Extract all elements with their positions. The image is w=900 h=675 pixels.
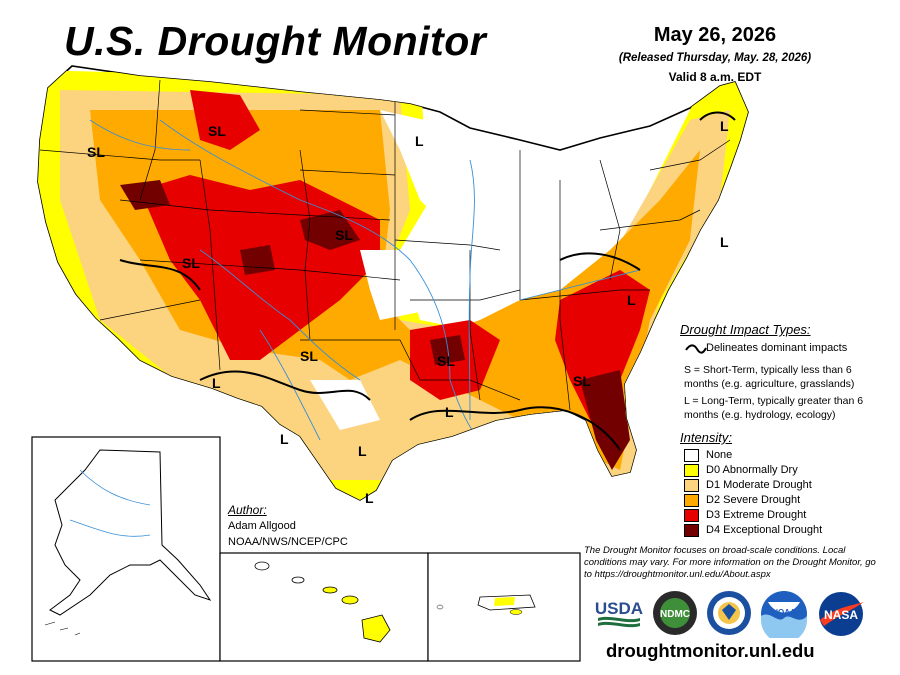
legend-swatch [684,493,699,507]
legend-row-d4: D4 Exceptional Drought [684,523,822,537]
map-label: L [358,443,367,459]
legend-label: D4 Exceptional Drought [706,524,823,536]
valid-time: Valid 8 a.m. EDT [668,70,762,84]
map-label: SL [437,353,455,369]
legend-label: D0 Abnormally Dry [706,464,798,476]
impact-legend-title: Drought Impact Types: [680,322,811,337]
legend-row-d3: D3 Extreme Drought [684,508,806,522]
map-label: L [280,431,289,447]
impact-boundaries [119,111,736,451]
map-label: SL [87,144,105,160]
usda-logo-text: USDA [595,599,643,618]
legend-swatch [684,523,699,537]
usda-logo[interactable]: USDA [594,594,644,630]
map-label: L [212,375,221,391]
rivers [89,119,641,441]
nasa-logo-text: NASA [824,608,858,622]
legend-label: None [706,449,733,461]
map-label: L [720,234,729,250]
map-label: SL [182,255,200,271]
alaska-shape [49,449,212,616]
legend-row-d1: D1 Moderate Drought [684,478,812,492]
map-label: SL [573,373,591,389]
impact-line-glyph [685,344,707,354]
ndmc-logo-text: NDMC [660,609,690,620]
legend-label: D2 Severe Drought [706,494,801,506]
legend-row-d2: D2 Severe Drought [684,493,800,507]
map-date: May 26, 2026 [653,24,777,46]
aleutian-islands [44,621,81,636]
disclaimer-note: The Drought Monitor focuses on broad-sca… [584,545,876,580]
impact-legend-long-term: L = Long-Term, typically greater than 6 … [684,395,864,421]
legend-swatch [684,448,699,462]
map-label: L [445,404,454,420]
map-label: SL [335,227,353,243]
author-name: Adam Allgood [228,520,296,532]
map-label: L [365,490,374,506]
map-label: L [627,292,636,308]
legend-row-none: None [684,448,732,462]
legend-label: D1 Moderate Drought [706,479,812,491]
author-title: Author: [228,503,267,517]
intensity-legend-title: Intensity: [680,430,733,445]
impact-legend-short-term: S = Short-Term, typically less than 6 mo… [684,364,855,390]
impact-labels: SL SL SL SL SL SL SL L L L L L L L L L [87,118,729,506]
noaa-logo-text: NOAA [772,608,796,617]
noaa-logo[interactable]: NOAA [760,590,808,643]
legend-swatch [684,478,699,492]
website-link[interactable]: droughtmonitor.unl.edu [606,640,815,661]
ndmc-logo[interactable]: NDMC [652,590,698,636]
alaska-rivers [69,469,151,537]
legend-row-d0: D0 Abnormally Dry [684,463,798,477]
doc-seal-logo[interactable] [706,590,752,636]
nasa-logo[interactable]: NASA [814,590,868,638]
legend-swatch [684,463,699,477]
state-boundaries [39,79,731,411]
map-label: SL [300,348,318,364]
impact-delineates-text: Delineates dominant impacts [706,342,848,354]
legend-label: D3 Extreme Drought [706,509,807,521]
author-org: NOAA/NWS/NCEP/CPC [228,536,348,548]
map-label: L [415,133,424,149]
hawaii-islands [254,561,391,643]
page-title: U.S. Drought Monitor [64,18,487,64]
map-label: SL [208,123,226,139]
hawaii-inset-frame [219,552,429,662]
impact-legend-delineates: Delineates dominant impacts [684,342,874,354]
legend-swatch [684,508,699,522]
map-label: L [720,118,729,134]
release-date: (Released Thursday, May. 28, 2026) [618,52,812,64]
